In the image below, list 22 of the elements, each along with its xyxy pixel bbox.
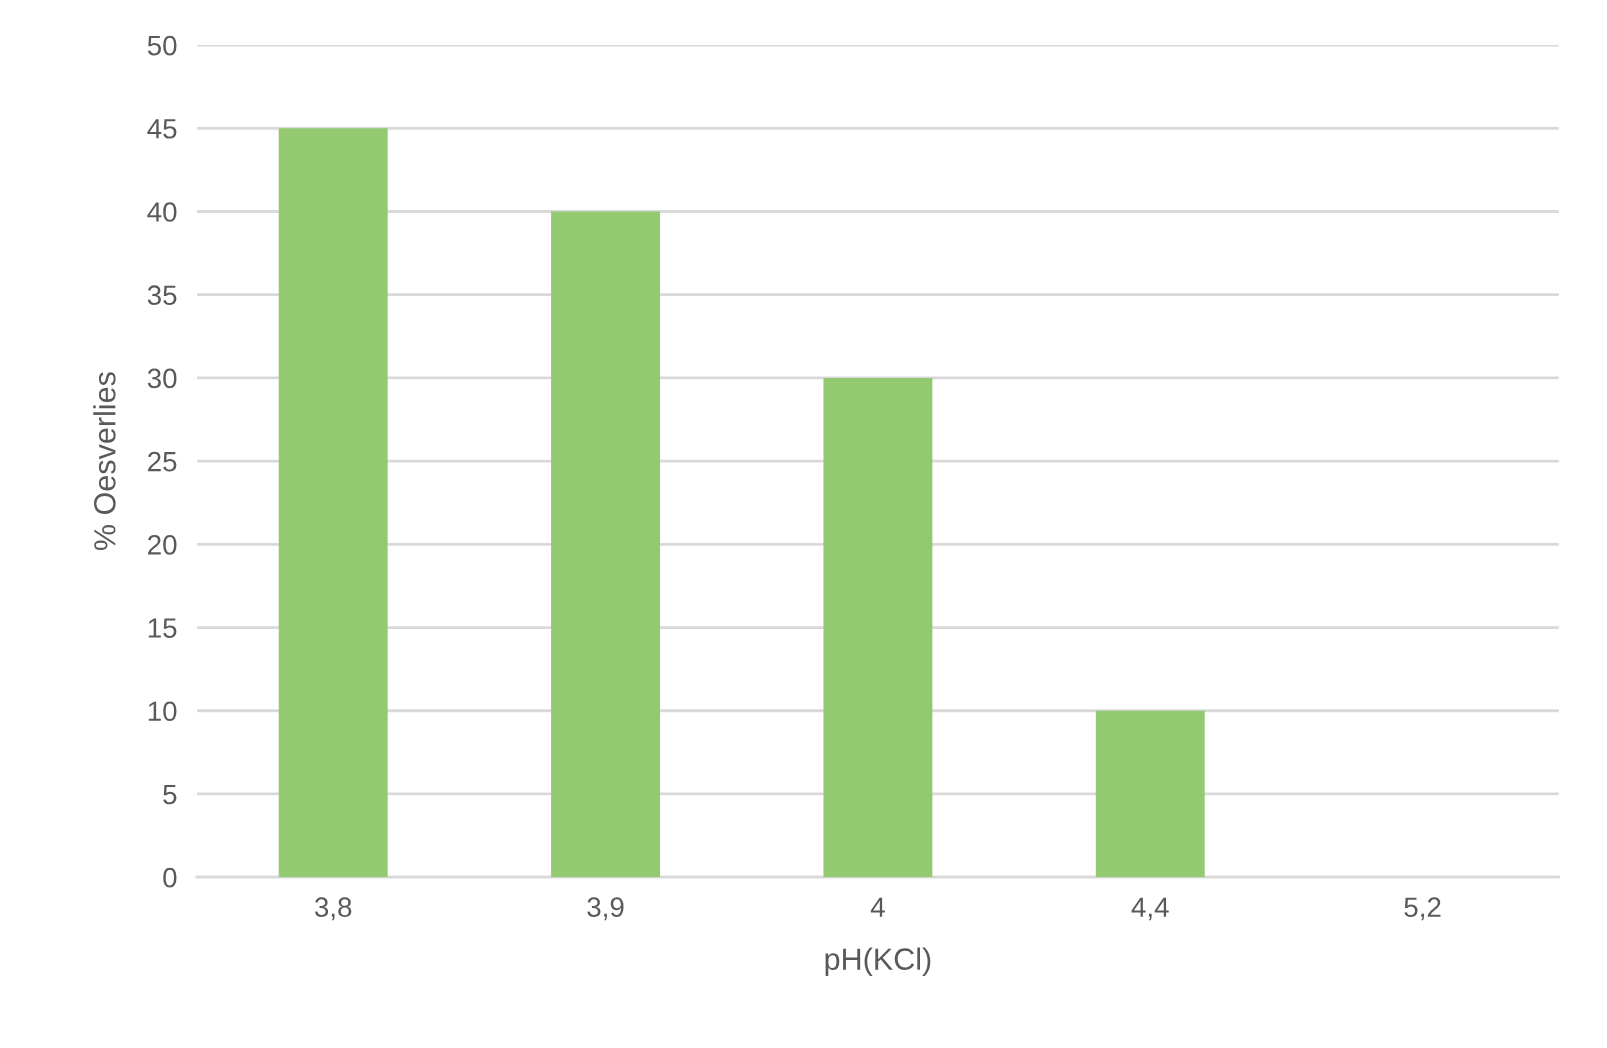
x-tick-label: 4,4 <box>1131 897 1169 921</box>
y-tick-label: 15 <box>148 618 177 638</box>
y-tick-label: 20 <box>148 535 177 555</box>
x-tick-label: 3,8 <box>314 897 352 921</box>
y-axis-title: % Oesverlies <box>93 372 116 551</box>
bar <box>278 128 388 878</box>
y-tick-label: 50 <box>147 35 177 56</box>
bar <box>823 377 933 878</box>
y-tick-label: 45 <box>147 119 177 139</box>
y-tick-label: 35 <box>147 285 177 306</box>
y-tick-label: 40 <box>147 202 177 222</box>
y-tick-label: 30 <box>147 368 177 389</box>
x-axis-title: pH(KCl) <box>825 947 931 976</box>
x-tick-label: 3,9 <box>587 897 624 921</box>
y-tick-label: 5 <box>163 784 177 805</box>
bar <box>551 211 661 878</box>
y-tick-label: 25 <box>148 451 177 472</box>
y-tick-label: 10 <box>148 701 177 722</box>
x-tick-label: 5,2 <box>1404 897 1441 921</box>
y-tick-label: 0 <box>163 867 177 888</box>
x-tick-label: 4 <box>870 897 885 917</box>
bar <box>1095 710 1205 878</box>
